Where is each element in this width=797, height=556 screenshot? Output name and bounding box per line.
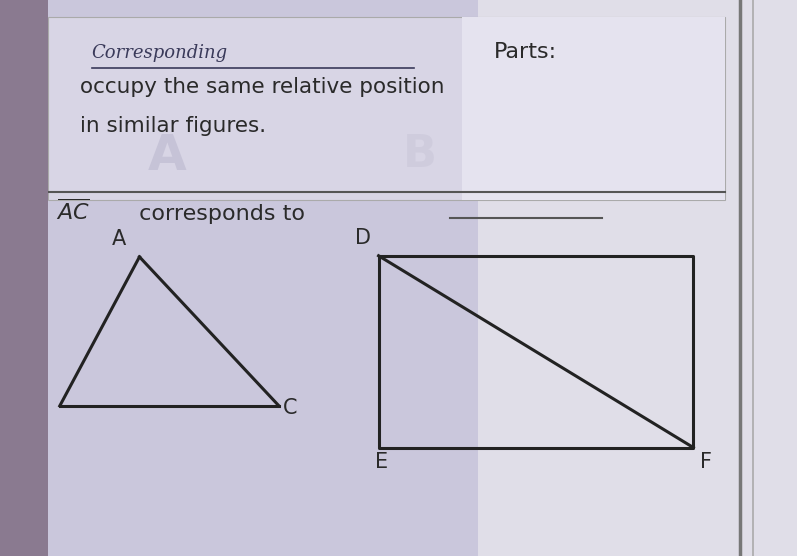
- Text: F: F: [700, 452, 712, 472]
- Text: Corresponding: Corresponding: [92, 44, 228, 62]
- Text: A: A: [147, 132, 186, 180]
- Text: D: D: [355, 227, 371, 247]
- Bar: [48, 17, 725, 200]
- Text: A: A: [112, 229, 126, 249]
- Text: E: E: [375, 452, 387, 472]
- Text: B: B: [402, 133, 437, 176]
- Text: corresponds to: corresponds to: [132, 203, 304, 224]
- Text: in similar figures.: in similar figures.: [80, 116, 266, 136]
- Text: $\overline{AC}$: $\overline{AC}$: [56, 198, 90, 224]
- Bar: [478, 0, 797, 556]
- Text: Parts:: Parts:: [494, 42, 557, 62]
- Bar: [462, 17, 725, 200]
- Bar: [0, 0, 48, 556]
- Text: C: C: [283, 398, 297, 418]
- Text: B: B: [32, 398, 46, 418]
- Bar: [0, 0, 478, 556]
- Text: occupy the same relative position: occupy the same relative position: [80, 77, 444, 97]
